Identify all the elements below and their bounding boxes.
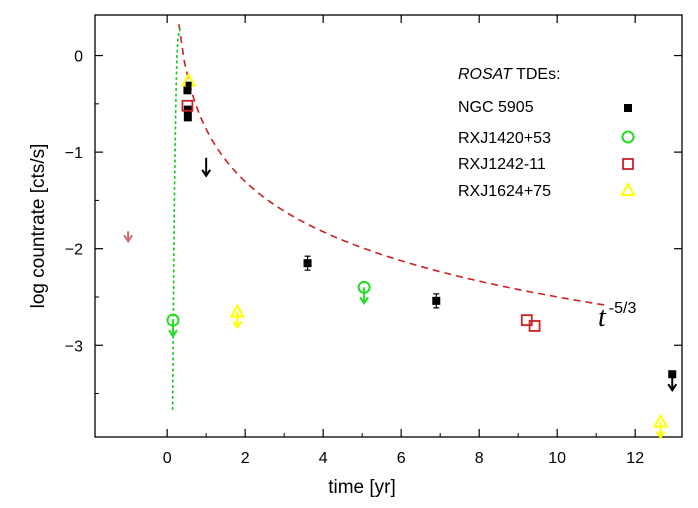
y-tick-label: −2 (65, 242, 83, 259)
x-tick-label: 12 (626, 450, 644, 467)
upper-limit-arrowhead (359, 296, 369, 306)
x-tick-label: 8 (475, 450, 484, 467)
model-t-minus-5-3-curve (178, 24, 609, 307)
model-steep-curve (171, 27, 181, 412)
point-ngc-5905 (668, 370, 677, 379)
upper-limit-arrowhead (123, 234, 133, 244)
legend-title-rest: TDEs: (512, 66, 561, 83)
x-tick-label: 0 (163, 450, 172, 467)
y-tick-label: −1 (65, 145, 83, 162)
point-ngc-5905 (183, 105, 192, 114)
legend: ROSAT TDEs: NGC 5905 RXJ1420+53 RXJ1242-… (458, 66, 636, 200)
point-ngc-5905 (432, 296, 441, 305)
legend-entry-rxj1420: RXJ1420+53 (458, 130, 551, 147)
upper-limit-arrowhead (168, 329, 178, 338)
point-rxj1624-75 (229, 303, 246, 318)
upper-limit-arrowhead (232, 320, 243, 330)
point-ngc-5905 (303, 259, 312, 268)
x-tick-label: 4 (319, 450, 328, 467)
legend-marker-rxj1420-53 (621, 130, 635, 144)
model-curves (171, 24, 609, 412)
legend-marker-rxj1242-11 (622, 158, 634, 170)
point-rxj1624-75 (652, 413, 669, 428)
point-rxj1242-11 (528, 320, 541, 332)
point-rxj1242-11 (181, 99, 194, 112)
legend-marker-ngc-5905 (624, 104, 632, 112)
axis-ticks: 0 2 4 6 8 10 12 0 −1 −2 −3 (65, 15, 682, 467)
y-axis-label: log countrate [cts/s] (28, 144, 49, 309)
y-tick-label: −3 (65, 338, 83, 355)
legend-marker-rxj1624-75 (620, 181, 636, 196)
point-ngc-5905 (183, 86, 192, 95)
plot-frame (94, 14, 683, 438)
upper-limit-arrowhead (667, 383, 678, 393)
data-points (123, 72, 678, 440)
x-tick-label: 2 (241, 450, 250, 467)
legend-title: ROSAT TDEs: (458, 66, 561, 83)
point-ngc-5905 (183, 113, 192, 122)
point-overlap (185, 81, 192, 87)
decay-law-annotation: t -5/3 (598, 300, 636, 333)
point-rxj1420-53 (166, 313, 180, 327)
annotation-exponent: -5/3 (609, 300, 637, 317)
legend-entry-rxj1624: RXJ1624+75 (458, 183, 551, 200)
x-axis-label: time [yr] (328, 477, 396, 498)
x-tick-label: 10 (548, 450, 566, 467)
annotation-t: t (598, 302, 607, 333)
legend-entry-ngc5905: NGC 5905 (458, 99, 534, 116)
upper-limit-arrowhead (655, 430, 666, 440)
x-tick-label: 6 (397, 450, 406, 467)
legend-title-italic: ROSAT (458, 66, 513, 83)
legend-markers (620, 104, 636, 196)
y-tick-label: 0 (74, 49, 83, 66)
upper-limit-arrowhead (201, 169, 211, 178)
point-rxj1420-53 (357, 280, 371, 294)
legend-entry-rxj1242: RXJ1242-11 (458, 156, 546, 173)
